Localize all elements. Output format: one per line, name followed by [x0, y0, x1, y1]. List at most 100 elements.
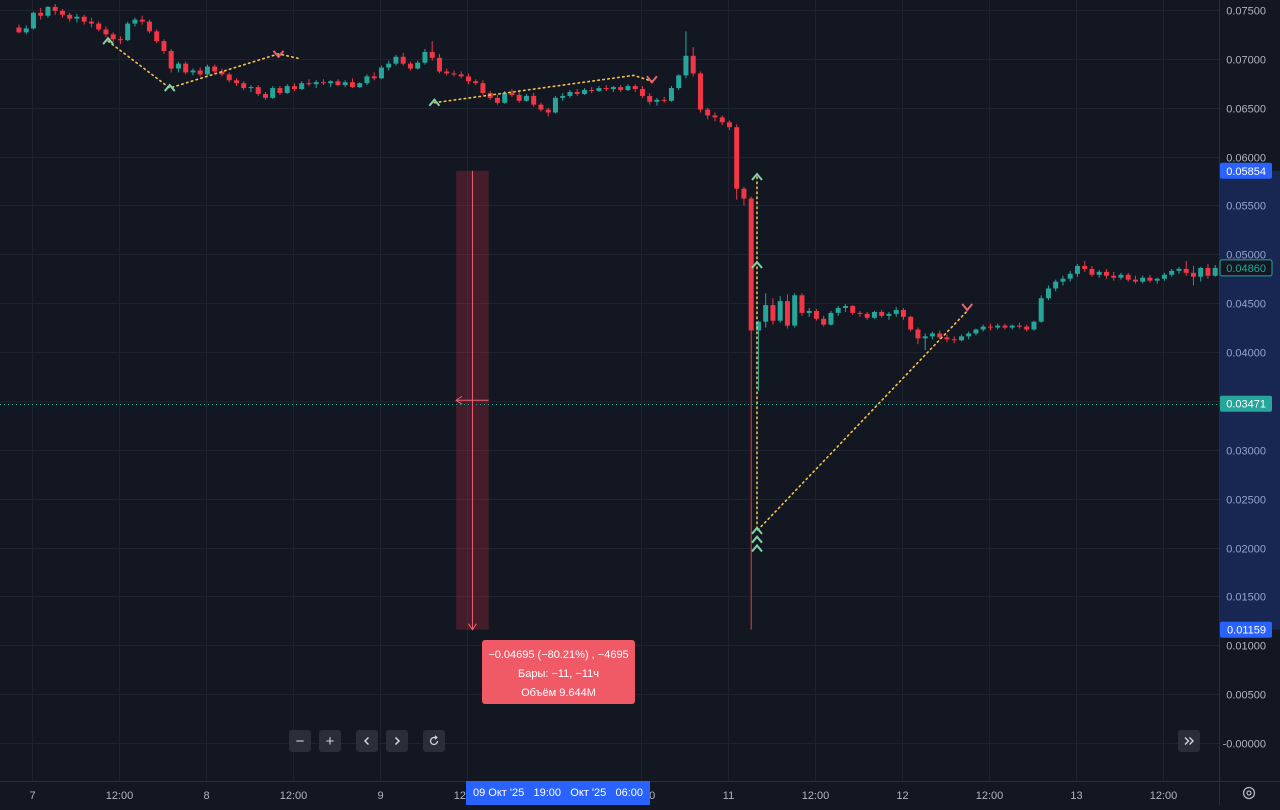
time-tick-label: 12:00 [280, 790, 308, 802]
candle-body [502, 92, 508, 103]
candle-body [574, 91, 580, 94]
candle-body [980, 326, 986, 330]
candle-body [654, 99, 660, 102]
candle-body [545, 109, 551, 113]
price-axis-label: 0.01159 [1220, 621, 1272, 638]
candle-body [299, 83, 305, 90]
candle-body [393, 56, 399, 64]
candle-body [987, 326, 993, 328]
candle-body [320, 82, 326, 84]
candle-body [400, 56, 406, 64]
svg-text:0.01159: 0.01159 [1227, 625, 1266, 637]
candle-body [1082, 265, 1088, 269]
candle-body [886, 313, 892, 316]
candle-body [690, 55, 696, 74]
candle-body [538, 104, 544, 110]
time-tick-label: 12:00 [802, 790, 830, 802]
candle-body [1096, 271, 1102, 275]
candle-body [45, 6, 51, 16]
jump-to-latest-button[interactable] [1178, 730, 1200, 752]
candle-body [908, 316, 914, 330]
gear-icon [1242, 786, 1256, 800]
candle-body [712, 115, 718, 118]
candle-body [770, 305, 776, 321]
candle-body [81, 16, 87, 22]
candle-body [30, 12, 36, 29]
candle-body [1053, 281, 1059, 289]
range-start-date: 09 Окт '25 [473, 787, 525, 799]
time-range-badge: 09 Окт '25 19:00 Окт '25 06:00 [466, 781, 650, 805]
candle-body [429, 51, 435, 58]
zoom-out-button[interactable]: − [289, 730, 311, 752]
candle-body [436, 57, 442, 72]
candle-body [204, 66, 210, 75]
scroll-right-button[interactable] [386, 730, 408, 752]
candle-body [197, 70, 203, 75]
candle-body [480, 83, 486, 93]
reset-chart-button[interactable] [423, 730, 445, 752]
candle-body [1111, 275, 1117, 278]
candle-body [407, 63, 413, 69]
chevron-left-icon [363, 736, 370, 746]
price-axis-label: 0.05854 [1220, 162, 1272, 179]
candle-body [734, 127, 740, 189]
candle-body [277, 88, 283, 93]
candle-body [828, 312, 834, 325]
zoom-in-button[interactable]: + [319, 730, 341, 752]
candle-body [1183, 268, 1189, 273]
price-tick-label: 0.04500 [1226, 299, 1266, 311]
candle-body [52, 6, 58, 11]
candle-body [458, 74, 464, 77]
candle-body [146, 21, 152, 32]
candle-body [755, 321, 761, 331]
range-mid-time: 19:00 [533, 787, 562, 799]
candle-body [422, 51, 428, 63]
zoom-out-label: − [295, 732, 305, 750]
candle-body [473, 81, 479, 84]
candle-body [154, 31, 160, 42]
candle-body [262, 93, 268, 98]
annotation-path [756, 176, 969, 533]
candle-body [661, 99, 667, 101]
candle-body [893, 309, 899, 314]
chart-settings-button[interactable] [1240, 784, 1258, 802]
price-tick-label: 0.02500 [1226, 495, 1266, 507]
candle-body [879, 311, 885, 316]
time-tick-label: 12 [896, 790, 908, 802]
candle-body [835, 308, 841, 313]
sell-marker [272, 50, 285, 59]
candle-body [871, 311, 877, 318]
candle-body [1118, 274, 1124, 278]
candle-body [929, 333, 935, 337]
candle-body [639, 89, 645, 96]
candle-body [110, 34, 116, 40]
measure-arrowhead-down [468, 623, 477, 631]
candle-body [415, 62, 421, 69]
candle-body [560, 95, 566, 98]
buy-marker [751, 260, 763, 269]
candle-body [1009, 325, 1015, 328]
time-tick-label: 8 [203, 790, 209, 802]
candle-body [161, 41, 167, 51]
candle-body [1074, 265, 1080, 274]
range-end-date: Окт '25 [570, 787, 607, 799]
candle-body [719, 117, 725, 123]
candle-body [1089, 268, 1095, 275]
annotation-path [433, 74, 653, 104]
buy-marker [751, 526, 763, 535]
candle-body [270, 88, 276, 98]
candle-body [1205, 267, 1211, 276]
candle-body [676, 75, 682, 89]
candle-body [523, 95, 529, 101]
time-tick-label: 12:00 [1150, 790, 1178, 802]
candle-body [103, 29, 109, 35]
candle-body [944, 337, 950, 340]
candle-body [342, 82, 348, 86]
scroll-left-button[interactable] [356, 730, 378, 752]
candle-body [531, 95, 537, 105]
candle-body [697, 73, 703, 110]
price-tick-label: 0.05000 [1226, 250, 1266, 262]
